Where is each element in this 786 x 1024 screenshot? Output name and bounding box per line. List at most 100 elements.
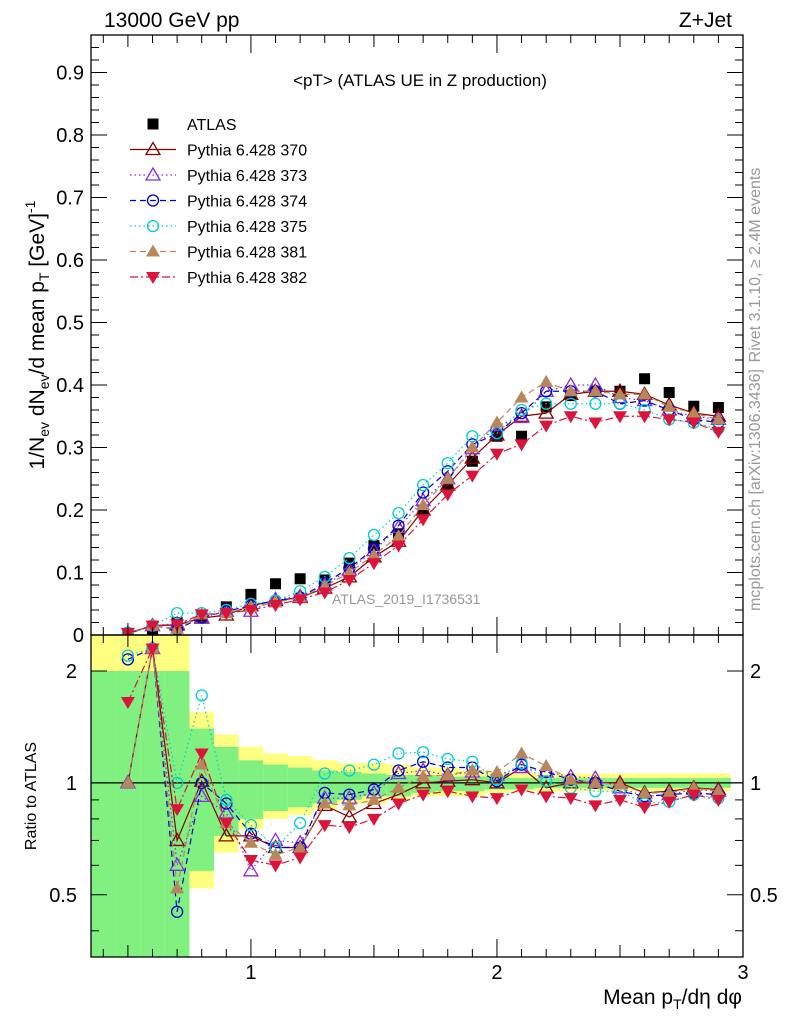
- top-y-tick-label: 0.6: [56, 250, 84, 272]
- ratio-point-382: [711, 794, 726, 807]
- point-382: [465, 470, 480, 483]
- ratio-point-381: [465, 763, 480, 776]
- ratio-point-382: [120, 697, 135, 710]
- ratio-point-374: [417, 755, 430, 768]
- ratio-point-381: [366, 792, 381, 805]
- header-right: Z+Jet: [679, 9, 732, 32]
- point-374: [515, 406, 528, 420]
- point-381: [342, 565, 357, 578]
- top-y-tick-label: 0.5: [56, 313, 84, 335]
- point-381: [563, 384, 578, 397]
- point-382: [145, 620, 160, 633]
- ratio-point-382: [637, 802, 652, 815]
- ratio-point-382: [391, 798, 406, 811]
- legend-label: Pythia 6.428 370: [187, 143, 307, 160]
- ratio-point-370: [488, 774, 506, 789]
- ratio-point-382: [489, 793, 504, 806]
- point-ATLAS: [294, 573, 306, 585]
- band-green-bin: [91, 671, 116, 957]
- legend-marker-382: [146, 272, 160, 284]
- band-green-bin: [263, 764, 288, 812]
- ratio-point-373: [193, 788, 210, 802]
- top-y-tick-label: 0.2: [56, 500, 84, 522]
- ratio-point-370: [341, 808, 358, 823]
- point-382: [563, 411, 578, 424]
- ratio-point-382: [170, 804, 185, 817]
- point-382: [637, 411, 652, 424]
- point-381: [686, 406, 701, 419]
- ratio-point-373: [168, 857, 186, 871]
- bottom-y-tick-label-right: 0.5: [750, 885, 778, 907]
- ratio-series-382: [120, 643, 726, 873]
- ratio-point-382: [145, 643, 160, 656]
- ratio-point-373: [513, 759, 530, 774]
- point-382: [686, 417, 701, 430]
- band-green-bin: [460, 776, 485, 792]
- ratio-point-374: [121, 653, 135, 666]
- ratio-point-375: [220, 793, 233, 807]
- bottom-y-tick-label-right: 1: [750, 773, 761, 795]
- legend-item-ATLAS: ATLAS: [147, 117, 237, 134]
- ratio-point-382: [342, 822, 357, 835]
- point-382: [219, 608, 234, 621]
- point-370: [464, 449, 481, 464]
- top-y-axis-label: 1/Nev dNev/d mean pT [GeV]-1: [22, 200, 52, 469]
- ratio-point-375: [367, 758, 381, 771]
- ratio-point-382: [366, 813, 381, 826]
- point-381: [416, 498, 431, 510]
- ratio-point-381: [342, 798, 357, 811]
- ratio-point-382: [293, 852, 308, 865]
- ratio-point-381: [268, 847, 283, 860]
- legend-item-373: Pythia 6.428 373: [130, 166, 307, 185]
- ratio-point-382: [514, 784, 529, 797]
- bottom-y-axis-label: Ratio to ATLAS: [23, 742, 40, 850]
- point-375: [540, 397, 553, 410]
- point-382: [317, 587, 332, 600]
- legend-item-375: Pythia 6.428 375: [130, 219, 307, 236]
- ratio-point-381: [194, 757, 209, 770]
- ratio-point-375: [318, 767, 331, 780]
- point-381: [588, 384, 603, 397]
- point-375: [564, 397, 577, 410]
- legend-item-381: Pythia 6.428 381: [130, 244, 307, 262]
- ratio-point-375: [441, 752, 454, 766]
- point-381: [440, 471, 455, 484]
- point-375: [466, 430, 479, 443]
- source-info: mcplots.cern.ch [arXiv:1306.3436]: [747, 369, 764, 611]
- ratio-point-373: [267, 832, 284, 847]
- top-y-tick-label: 0.3: [56, 438, 84, 460]
- point-381: [465, 440, 480, 453]
- ratio-point-381: [416, 769, 431, 782]
- band-green-bin: [337, 771, 362, 800]
- point-375: [441, 456, 454, 470]
- point-382: [662, 414, 677, 427]
- top-y-tick-label: 0.4: [56, 375, 84, 397]
- ratio-point-382: [317, 820, 332, 833]
- ratio-point-381: [489, 764, 504, 777]
- ratio-point-381: [612, 777, 627, 790]
- ratio-series-381: [120, 641, 726, 894]
- legend: ATLAS Pythia 6.428 370 Pythia 6.428 373 Pyt…: [130, 117, 307, 287]
- point-375: [170, 606, 184, 620]
- ratio-point-381: [588, 775, 603, 788]
- point-381: [612, 387, 627, 400]
- point-382: [416, 514, 431, 527]
- watermark: ATLAS_2019_I1736531: [332, 591, 481, 607]
- point-375: [417, 478, 430, 492]
- ratio-point-381: [293, 840, 308, 853]
- band-green-bin: [238, 760, 264, 819]
- point-381: [366, 548, 381, 560]
- bottom-y-tick-label: 0.5: [49, 885, 77, 907]
- point-375: [367, 528, 381, 542]
- header-left: 13000 GeV pp: [104, 9, 239, 32]
- point-ATLAS: [516, 430, 528, 442]
- ratio-point-382: [588, 800, 603, 813]
- band-green-bin: [115, 671, 141, 957]
- top-y-tick-label: 0.7: [56, 188, 84, 210]
- ratio-point-374: [195, 776, 208, 790]
- ratio-point-382: [686, 789, 701, 802]
- point-ATLAS: [442, 481, 454, 493]
- point-382: [489, 448, 504, 461]
- legend-label: Pythia 6.428 374: [187, 194, 307, 211]
- ratio-point-381: [711, 784, 726, 797]
